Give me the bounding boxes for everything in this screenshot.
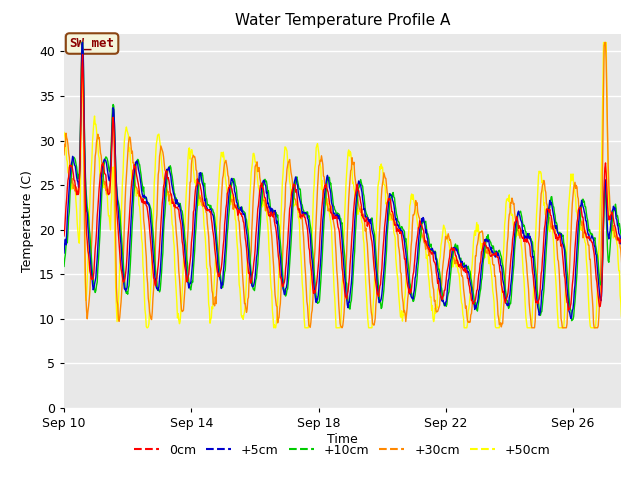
Legend: 0cm, +5cm, +10cm, +30cm, +50cm: 0cm, +5cm, +10cm, +30cm, +50cm: [129, 439, 556, 462]
Title: Water Temperature Profile A: Water Temperature Profile A: [235, 13, 450, 28]
Text: SW_met: SW_met: [70, 37, 115, 50]
X-axis label: Time: Time: [327, 433, 358, 446]
Y-axis label: Temperature (C): Temperature (C): [20, 170, 33, 272]
